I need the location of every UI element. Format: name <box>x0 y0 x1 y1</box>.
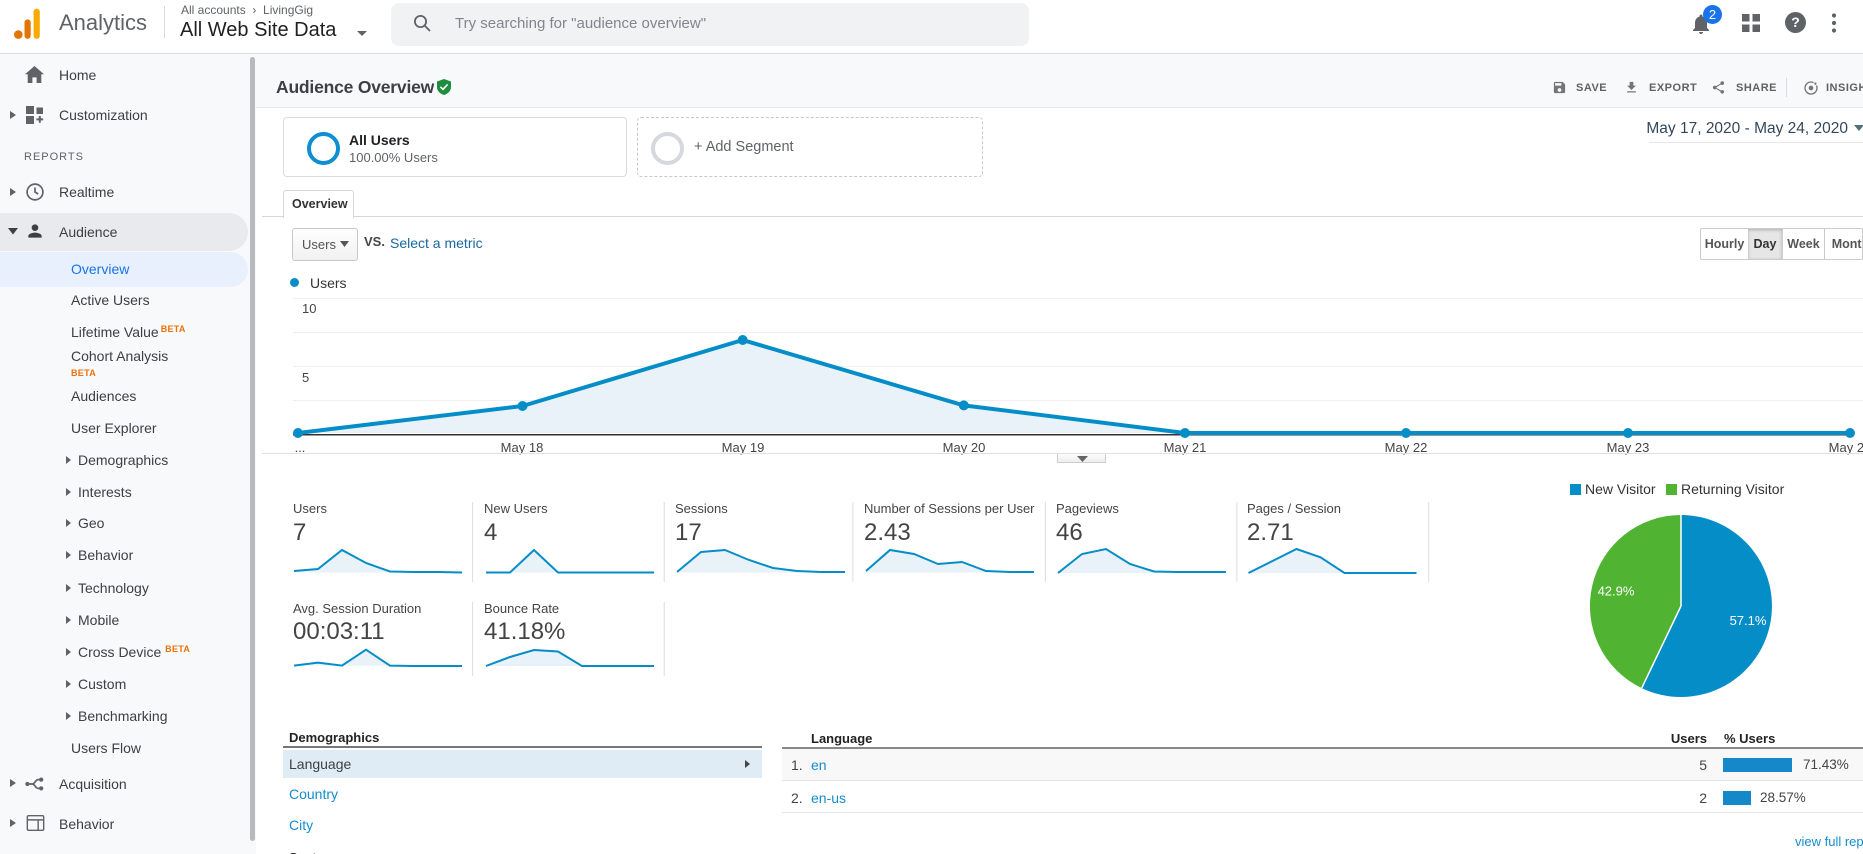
svg-text:57.1%: 57.1% <box>1730 613 1767 628</box>
svg-text:42.9%: 42.9% <box>1598 584 1635 599</box>
svg-text:5: 5 <box>302 370 309 385</box>
svg-text:May 22: May 22 <box>1385 440 1428 455</box>
svg-text:May 21: May 21 <box>1164 440 1207 455</box>
svg-text:May 24: May 24 <box>1829 440 1863 455</box>
svg-text:May 19: May 19 <box>722 440 765 455</box>
svg-text:10: 10 <box>302 301 316 316</box>
svg-text:May 20: May 20 <box>943 440 986 455</box>
svg-text:...: ... <box>295 440 306 455</box>
svg-text:May 23: May 23 <box>1607 440 1650 455</box>
svg-text:May 18: May 18 <box>501 440 544 455</box>
